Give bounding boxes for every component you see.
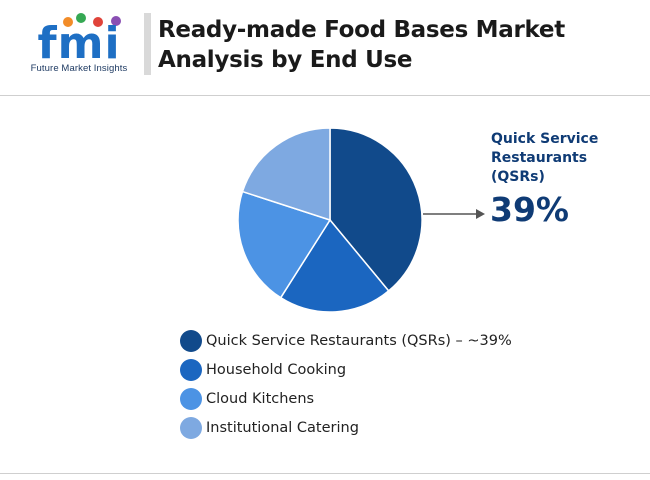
legend-item-qsr: Quick Service Restaurants (QSRs) – ~39%	[180, 326, 512, 355]
callout-value: 39%	[490, 190, 569, 230]
callout-label: Quick Service Restaurants (QSRs)	[491, 130, 641, 187]
title-line-1: Ready-made Food Bases Market	[158, 15, 618, 45]
header: fmi Future Market Insights Ready-made Fo…	[0, 0, 650, 96]
legend-swatch	[180, 388, 202, 410]
legend-label: Household Cooking	[206, 362, 346, 378]
legend-label: Cloud Kitchens	[206, 391, 314, 407]
title-line-2: Analysis by End Use	[158, 45, 618, 75]
legend-label: Institutional Catering	[206, 420, 359, 436]
legend-item-institutional-catering: Institutional Catering	[180, 413, 512, 442]
chart-legend: Quick Service Restaurants (QSRs) – ~39% H…	[180, 326, 512, 442]
page-title: Ready-made Food Bases Market Analysis by…	[158, 15, 618, 75]
legend-swatch	[180, 417, 202, 439]
legend-item-cloud-kitchens: Cloud Kitchens	[180, 384, 512, 413]
legend-swatch	[180, 359, 202, 381]
legend-label: Quick Service Restaurants (QSRs) – ~39%	[206, 333, 512, 349]
legend-swatch	[180, 330, 202, 352]
footer-divider	[0, 473, 650, 474]
logo-caption: Future Market Insights	[18, 63, 140, 74]
legend-item-household-cooking: Household Cooking	[180, 355, 512, 384]
logo-wordmark: fmi	[37, 18, 120, 69]
pie-slices	[238, 128, 422, 312]
callout-arrow-head	[476, 209, 485, 219]
title-divider	[144, 13, 151, 75]
